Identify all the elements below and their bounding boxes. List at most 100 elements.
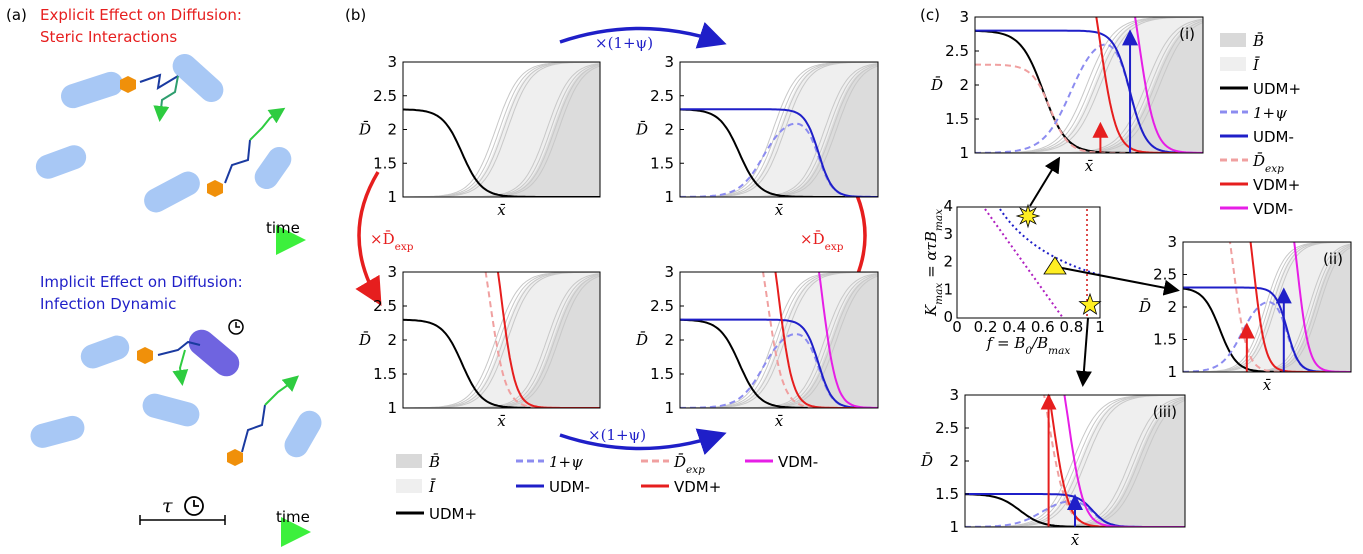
x-axis-label: x̄ [1085,157,1094,175]
y-tick-label: 3 [949,386,959,404]
plot: 1 1.5 2 2.5 3 D̄ x̄ [358,53,601,219]
arrow-label: ×(1+ψ) [588,426,646,444]
y-tick-label: 2 [387,331,397,349]
y-tick-label: 1 [949,518,959,536]
y-tick-label: 3 [959,8,969,26]
plot-tag: (i) [1179,25,1195,43]
text-part: f = B [986,334,1026,352]
legend-swatch [396,479,422,493]
explicit-title: Explicit Effect on Diffusion: [40,6,242,24]
y-tick-label: 1.5 [373,365,397,383]
shaded-region [680,274,878,408]
y-tick-label: 2 [943,253,953,271]
y-tick-label: 1.5 [935,485,959,503]
x-tick-label: 0.6 [1031,318,1055,336]
legend-swatch [396,454,422,468]
y-tick-label: 1 [943,280,953,298]
shade-line [680,63,878,197]
y-tick-label: 2.5 [373,87,397,105]
legend-label: VDM- [778,453,818,471]
y-axis-label: D̄ [358,331,371,349]
text-part: = ατB [922,231,940,283]
x-axis-label: x̄ [775,412,784,430]
y-axis-label: D̄ [635,331,648,349]
y-tick-label: 2.5 [650,87,674,105]
clock [228,319,244,335]
panel-c: (c) [920,6,940,24]
y-tick-label: 1.5 [373,154,397,172]
plot-tag: (iii) [1153,403,1177,421]
panel-label: (a) [6,6,27,24]
y-tick-label: 1 [387,399,397,417]
plot: 1 1.5 2 2.5 3 D̄ x̄ (iii) [920,386,1186,549]
plot: 1 1.5 2 2.5 3 D̄ x̄ (ii) [1138,233,1352,394]
explicit-subtitle: Steric Interactions [40,28,177,46]
y-tick-label: 2.5 [650,297,674,315]
y-tick-label: 3 [387,53,397,71]
legend-label: VDM+ [674,478,721,496]
x-axis-label: x̄ [775,201,784,219]
plot-area [403,272,600,408]
implicit-subtitle: Infection Dynamic [40,295,176,313]
clock [184,496,204,516]
legend-label: B̄ [1252,32,1264,50]
y-tick-label: 1 [664,188,674,206]
shade-line [975,22,1203,153]
udm-plus-curve [403,108,600,197]
vdm-minus-curve [1063,395,1185,527]
vdm-minus-curve [1134,17,1203,153]
x-axis-label: x̄ [497,412,506,430]
infected-bacterium [188,329,240,377]
shade-line [403,63,600,197]
legend-label: UDM- [1253,128,1294,146]
udm-plus-curve [403,318,600,408]
text-part: max [933,209,945,231]
y-axis-label: D̄ [635,121,648,139]
y-tick-label: 3 [664,53,674,71]
legend-label: B̄ [428,453,440,471]
y-tick-label: 2 [959,76,969,94]
panel-label: (c) [920,6,940,24]
marker-triangle [1043,256,1067,275]
arrow [559,428,727,455]
shade-line [680,273,878,408]
tau-label: τ [162,495,173,517]
udm-minus-curve [680,318,878,408]
text-part: max [1048,345,1070,357]
x-tick-label: 0.4 [1002,318,1026,336]
x-axis-label: x̄ [1263,376,1272,394]
legend-label: Ī [1252,56,1260,74]
y-tick-label: 2.5 [373,297,397,315]
text-part: ×D̄ [370,230,395,248]
y-tick-label: 1.5 [945,110,969,128]
text-part: max [933,283,945,305]
y-axis-label: D̄ [930,76,943,94]
legend-label: UDM+ [429,505,477,523]
marker-burst [1015,203,1041,229]
text-part: K [922,304,940,317]
panel-a: (a) Explicit Effect on Diffusion: Steric… [6,6,322,547]
text-part: D̄ [673,453,686,471]
legend-label: VDM- [1253,200,1293,218]
udm-minus-curve [680,108,878,197]
plot-area [975,17,1203,153]
y-tick-label: 2 [1167,298,1177,316]
y-tick-label: 2.5 [1153,266,1177,284]
plot: 1 1.5 2 2.5 3 D̄ x̄ [635,53,879,219]
plot-area [680,62,878,197]
pointer-arrow [1075,317,1092,387]
panel-label: (b) [345,6,366,24]
pointer-arrow [1029,156,1061,207]
y-axis-label: Kmax = ατBmax [922,209,945,317]
y-tick-label: 1 [387,188,397,206]
y-tick-label: 2.5 [945,42,969,60]
plot-area [403,62,600,197]
shaded-region [403,64,600,197]
y-axis-label: D̄ [358,121,371,139]
x-tick-label: 0 [952,318,962,336]
legend-label: D̄exp [673,453,705,476]
boundary-curve [999,208,1101,276]
plot-area [680,272,878,408]
legend-swatch [1220,33,1246,47]
